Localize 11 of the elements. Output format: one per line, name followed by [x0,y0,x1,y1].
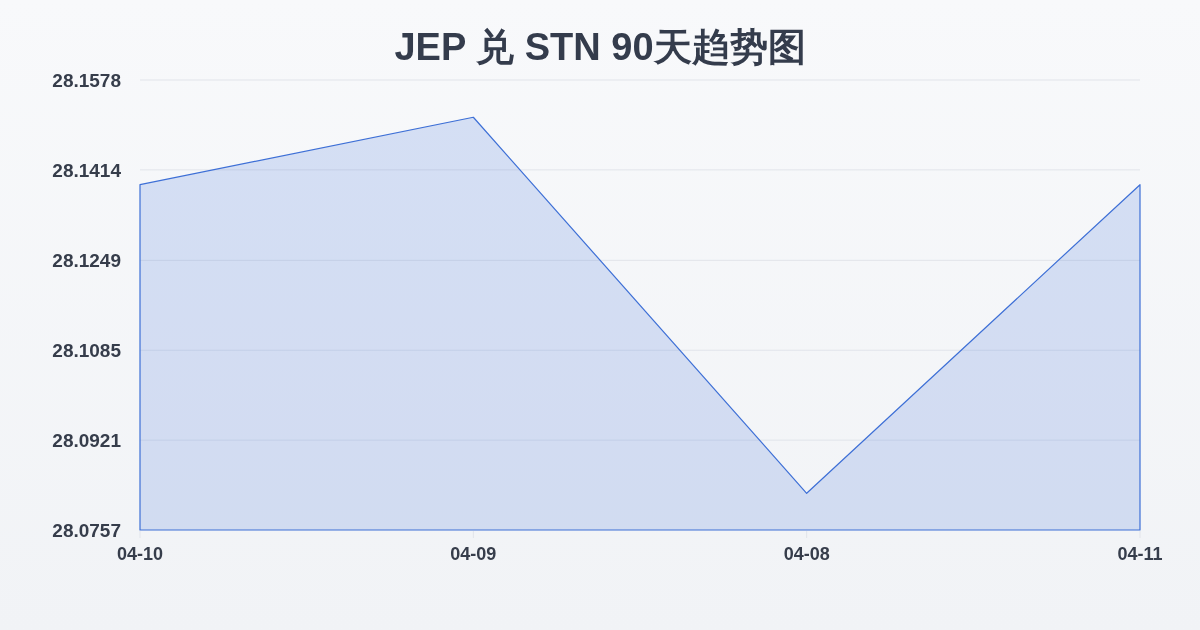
y-tick-label: 28.1578 [52,70,121,91]
y-tick-label: 28.1085 [52,340,121,362]
x-tick-label: 04-09 [450,544,497,564]
y-tick-label: 28.0921 [52,430,121,452]
y-tick-label: 28.0757 [52,520,121,541]
x-tick-label: 04-10 [117,544,163,564]
y-tick-label: 28.1414 [52,159,121,181]
x-tick-label: 04-08 [783,544,830,564]
title: JEP 兑 STN 90天趋势图 [394,26,806,68]
y-tick-label: 28.1249 [52,250,121,272]
x-tick-label: 04-11 [1117,544,1163,564]
